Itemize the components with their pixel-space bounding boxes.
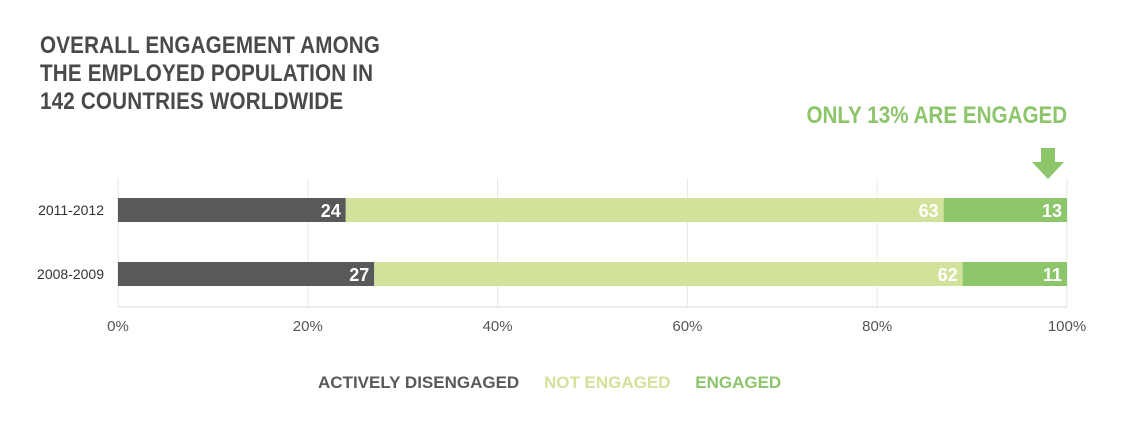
data-label: 13 [1042, 201, 1062, 221]
x-tick-label: 80% [862, 318, 892, 335]
category-label: 2008-2009 [37, 266, 104, 282]
data-label: 24 [321, 201, 341, 221]
bar-segment [962, 262, 1067, 286]
x-tick-label: 20% [293, 318, 323, 335]
engaged-callout: ONLY 13% ARE ENGAGED [806, 102, 1067, 129]
down-arrow-icon [1032, 148, 1064, 179]
bar-segment [118, 198, 346, 222]
chart-title: OVERALL ENGAGEMENT AMONG THE EMPLOYED PO… [40, 32, 380, 116]
bar-segment [345, 198, 944, 222]
title-line-3: 142 COUNTRIES WORLDWIDE [40, 88, 344, 115]
legend-not-engaged: NOT ENGAGED [543, 373, 671, 392]
bar-segment [118, 262, 375, 286]
data-label: 62 [938, 265, 958, 285]
legend-actively-disengaged: ACTIVELY DISENGAGED [318, 373, 520, 392]
x-tick-label: 40% [483, 318, 513, 335]
data-label: 11 [1043, 265, 1062, 285]
title-line-1: OVERALL ENGAGEMENT AMONG [40, 32, 381, 59]
bar-segment [374, 262, 963, 286]
title-line-2: THE EMPLOYED POPULATION IN [40, 60, 374, 87]
x-tick-label: 100% [1048, 318, 1086, 335]
x-tick-label: 0% [107, 318, 129, 335]
legend-engaged: ENGAGED [695, 373, 782, 392]
data-label: 27 [349, 265, 369, 285]
data-label: 63 [919, 201, 939, 221]
x-tick-label: 60% [672, 318, 702, 335]
category-label: 2011-2012 [38, 202, 104, 218]
legend: ACTIVELY DISENGAGED NOT ENGAGED ENGAGED [318, 373, 801, 393]
bar-segment [943, 198, 1067, 222]
